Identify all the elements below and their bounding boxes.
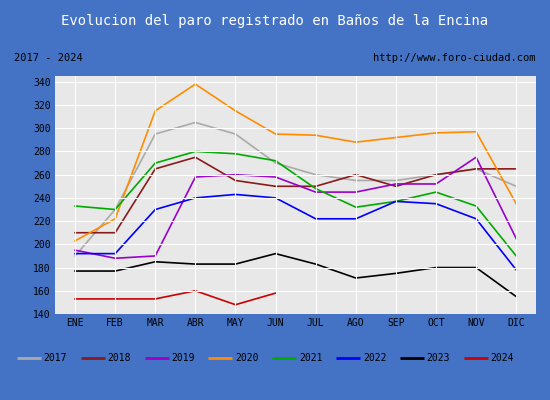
Text: 2023: 2023 <box>427 353 450 363</box>
Text: 2024: 2024 <box>491 353 514 363</box>
Text: 2021: 2021 <box>299 353 322 363</box>
Text: Evolucion del paro registrado en Baños de la Encina: Evolucion del paro registrado en Baños d… <box>62 14 488 28</box>
Text: 2019: 2019 <box>171 353 195 363</box>
Text: 2018: 2018 <box>107 353 131 363</box>
Text: 2017: 2017 <box>43 353 67 363</box>
Text: 2017 - 2024: 2017 - 2024 <box>14 53 83 63</box>
Text: 2020: 2020 <box>235 353 258 363</box>
Text: http://www.foro-ciudad.com: http://www.foro-ciudad.com <box>373 53 536 63</box>
Text: 2022: 2022 <box>363 353 386 363</box>
